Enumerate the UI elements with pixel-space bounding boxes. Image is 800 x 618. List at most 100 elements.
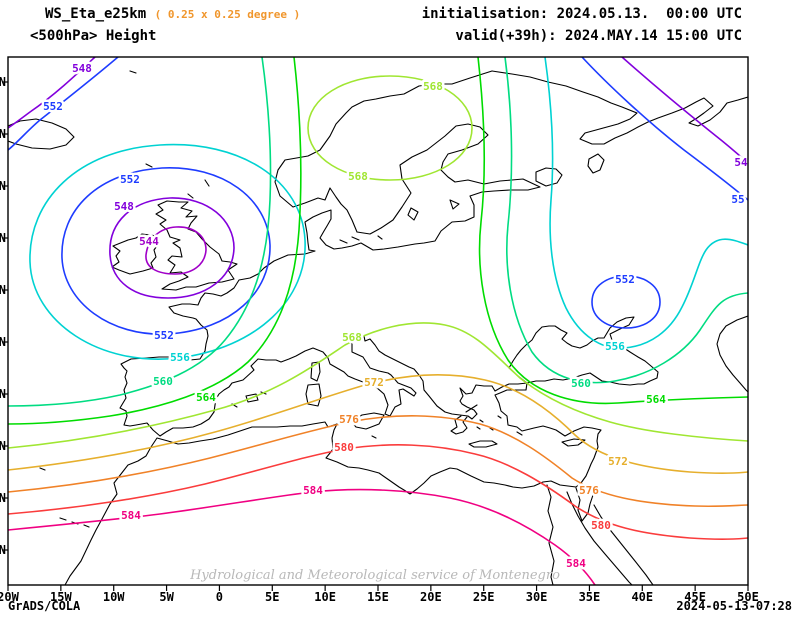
y-axis-label: N [0, 127, 6, 141]
coastline-peloponnese [450, 415, 468, 435]
contour-line-548-nw [8, 57, 96, 129]
contour-label-572: 572 [608, 455, 628, 468]
contour-label-55: 55 [731, 193, 744, 206]
x-axis-label: 25E [473, 590, 495, 604]
y-axis-label: N [0, 231, 6, 245]
grads-credit: GrADS/COLA [8, 599, 81, 613]
contour-label-568: 568 [342, 331, 362, 344]
contour-label-544: 544 [139, 235, 159, 248]
contour-label-548: 548 [114, 200, 134, 213]
contour-line-556-low [29, 143, 306, 360]
coastlines [8, 70, 748, 585]
contour-line-552-nw [8, 57, 119, 151]
coastline-ireland [111, 233, 160, 275]
x-axis-label: 40E [631, 590, 653, 604]
contour-label-556: 556 [170, 351, 190, 364]
coastline-britain [155, 200, 238, 291]
contour-lines [8, 57, 748, 585]
contour-line-568-south [8, 322, 748, 449]
coastline-sinai [575, 487, 594, 522]
contour-label-580: 580 [591, 519, 611, 532]
contour-label-576: 576 [579, 484, 599, 497]
x-axis-label: 50E [737, 590, 759, 604]
contour-line-548-ne [621, 57, 748, 164]
x-axis-label: 20E [420, 590, 442, 604]
y-axis-labels: N N N N N N N N N N [0, 75, 6, 557]
contour-label-564: 564 [646, 393, 666, 406]
map-frame [7, 56, 749, 586]
contour-label-584: 584 [566, 557, 586, 570]
x-axis-label: 0 [216, 590, 223, 604]
x-axis-label: 10E [314, 590, 336, 604]
contour-line-572 [8, 374, 748, 474]
x-axis-label: 30E [526, 590, 548, 604]
contour-label-560: 560 [571, 377, 591, 390]
valid-time: valid(+39h): 2024.MAY.14 15:00 UTC [455, 28, 742, 44]
contour-label-552: 552 [615, 273, 635, 286]
init-time: initialisation: 2024.05.13. 00:00 UTC [421, 6, 742, 22]
x-axis-label: 5W [159, 590, 174, 604]
x-axis-label: 10W [103, 590, 125, 604]
title-resolution-note: ( 0.25 x 0.25 degree ) [154, 8, 301, 21]
creation-timestamp: 2024-05-13-07:28 [676, 599, 792, 613]
axis-ticks [2, 81, 749, 591]
contour-line-552-ne [581, 57, 748, 201]
contour-line-544-low [145, 226, 207, 275]
contour-line-552-east-low [591, 275, 661, 329]
coastline-arctic-russia [491, 70, 748, 145]
contour-label-564: 564 [196, 391, 216, 404]
y-axis-label: N [0, 491, 6, 505]
map-content: 548 552 552 548 544 552 556 560 564 568 568 568 572 5… [8, 57, 748, 585]
contour-label-568: 568 [348, 170, 368, 183]
y-axis-label: N [0, 335, 6, 349]
contour-labels: 548 552 552 548 544 552 556 560 564 568 568 568 572 5… [41, 60, 748, 573]
lake-ladoga [535, 167, 563, 187]
contour-line-584 [8, 488, 596, 585]
contour-line-548-low [109, 197, 235, 299]
y-axis-label: N [0, 439, 6, 453]
y-axis-label: N [0, 75, 6, 89]
coastline-iceland [8, 118, 75, 150]
coastline-mainland-europe-africa [64, 70, 602, 585]
contour-line-576 [8, 415, 748, 508]
contour-label-560: 560 [153, 375, 173, 388]
x-axis-label: 15E [367, 590, 389, 604]
header-title-line: WS_Eta_e25km ( 0.25 x 0.25 degree ) [45, 6, 300, 22]
field-title: <500hPa> Height [30, 28, 157, 44]
contour-label-548: 548 [72, 62, 92, 75]
coastline-red-sea-west [566, 491, 633, 585]
contour-line-564-east [477, 57, 748, 405]
contour-label-576: 576 [339, 413, 359, 426]
y-axis-label: N [0, 387, 6, 401]
coastline-islands [39, 70, 586, 528]
river-nile [546, 484, 555, 585]
contour-line-556-east [544, 57, 748, 349]
y-axis-label: N [0, 179, 6, 193]
contour-label-580: 580 [334, 441, 354, 454]
contour-line-580 [8, 444, 748, 540]
contour-label-552: 552 [43, 100, 63, 113]
contour-label-552: 552 [154, 329, 174, 342]
x-axis-label: 35E [579, 590, 601, 604]
x-axis-label: 45E [684, 590, 706, 604]
x-axis-label: 5E [265, 590, 279, 604]
watermark: Hydrological and Meteorological service … [189, 568, 560, 583]
x-axis-label: 15W [50, 590, 72, 604]
model-title: WS_Eta_e25km [45, 6, 147, 22]
x-axis-labels: 20W 15W 10W 5W 0 5E 10E 15E 20E 25E 30E 35E 40E 45E 50… [0, 590, 759, 604]
contour-line-552-low [61, 167, 271, 335]
contour-line-560-east [504, 57, 748, 384]
contour-label-584: 584 [121, 509, 141, 522]
x-axis-label: 20W [0, 590, 20, 604]
contour-label-552: 552 [120, 173, 140, 186]
coastline-caspian [716, 315, 748, 393]
lake-onega [587, 153, 605, 174]
contour-line-564-west [8, 57, 302, 425]
contour-label-54: 54 [734, 156, 748, 169]
y-axis-label: N [0, 543, 6, 557]
contour-label-572: 572 [364, 376, 384, 389]
coastline-red-sea-east [593, 504, 654, 585]
contour-label-556: 556 [605, 340, 625, 353]
contour-label-568: 568 [423, 80, 443, 93]
